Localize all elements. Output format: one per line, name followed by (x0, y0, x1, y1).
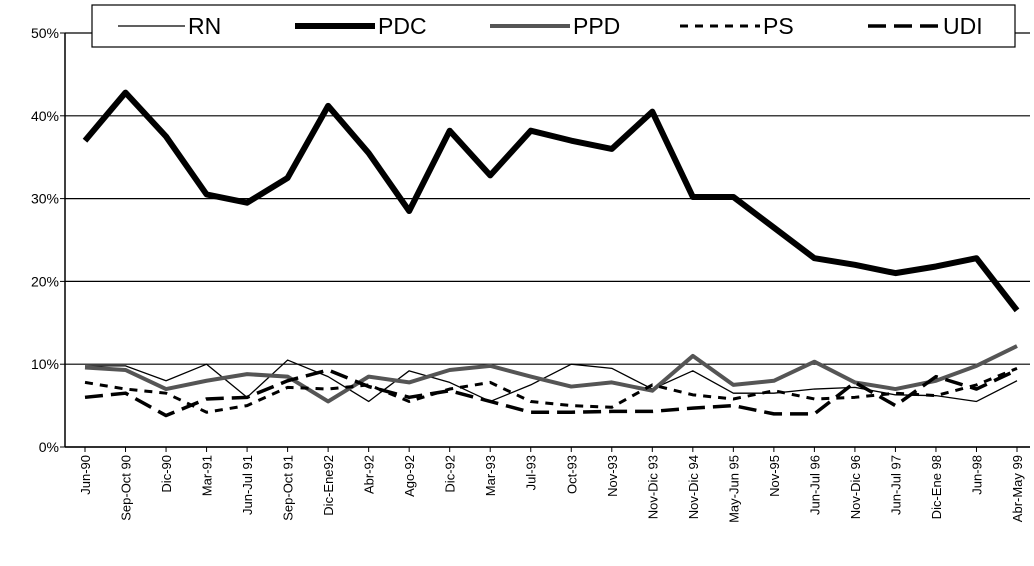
x-tick-label: Sep-Oct 90 (119, 455, 134, 521)
x-tick-label: Jun-Jul 97 (888, 455, 903, 515)
series-line (84, 368, 1018, 418)
x-tick-label: Jun-Jul 96 (807, 455, 822, 515)
x-tick-label: Mar-91 (200, 455, 215, 496)
x-tick-label: Dic-92 (443, 455, 458, 493)
legend-label: RN (188, 13, 221, 39)
y-tick-label: 50% (31, 25, 59, 41)
series-line (82, 89, 1020, 313)
x-tick-label: Nov-93 (605, 455, 620, 497)
series-line (85, 359, 1018, 403)
x-tick-label: Dic-Ene92 (321, 455, 336, 516)
legend-label: PDC (378, 13, 427, 39)
x-tick-label: Dic-Ene 98 (929, 455, 944, 519)
x-tick-label: Jun-98 (969, 455, 984, 495)
x-tick-label: Jun-Jul 91 (240, 455, 255, 515)
x-tick-label: Ago-92 (402, 455, 417, 497)
x-tick-label: Nov-Dic 94 (686, 455, 701, 519)
legend-label: UDI (943, 13, 983, 39)
y-tick-label: 10% (31, 356, 59, 372)
x-tick-label: Jul-93 (524, 455, 539, 490)
x-tick-label: Jun-90 (78, 455, 93, 495)
y-tick-label: 30% (31, 191, 59, 207)
x-tick-label: Mar-93 (483, 455, 498, 496)
y-tick-label: 20% (31, 273, 59, 289)
x-tick-label: Sep-Oct 91 (281, 455, 296, 521)
x-tick-label: Nov-Dic 93 (645, 455, 660, 519)
x-tick-label: Nov-Dic 96 (848, 455, 863, 519)
x-tick-label: Nov-95 (767, 455, 782, 497)
x-tick-label: Abr-92 (362, 455, 377, 494)
series-line (84, 366, 1018, 414)
y-tick-label: 0% (39, 439, 59, 455)
series-line (84, 344, 1018, 404)
x-tick-label: Oct-93 (564, 455, 579, 494)
x-tick-label: Dic-90 (159, 455, 174, 493)
legend-label: PS (763, 13, 794, 39)
y-tick-label: 40% (31, 108, 59, 124)
x-tick-label: Abr-May 99 (1010, 455, 1025, 522)
x-tick-label: May-Jun 95 (726, 455, 741, 523)
legend-label: PPD (573, 13, 620, 39)
